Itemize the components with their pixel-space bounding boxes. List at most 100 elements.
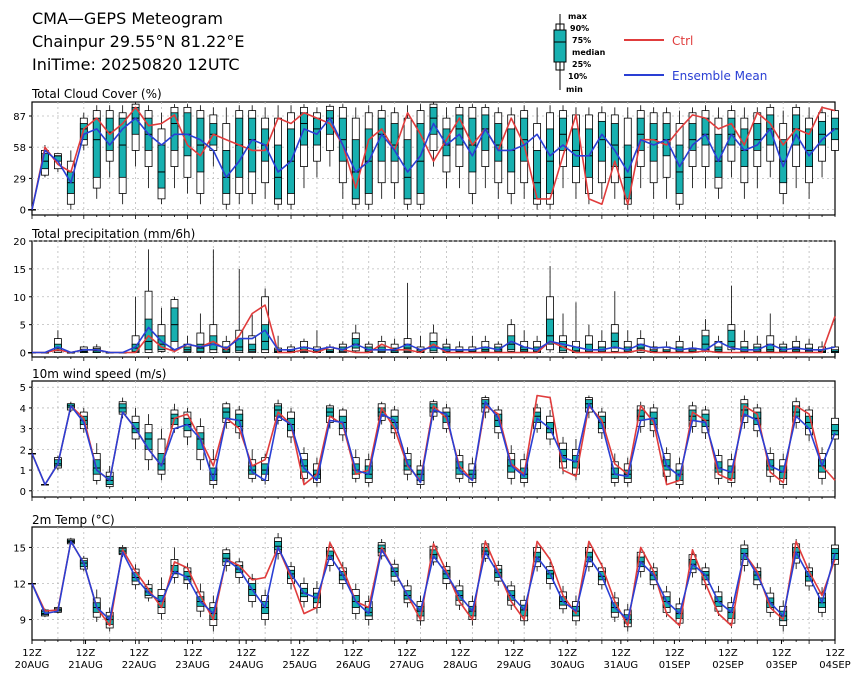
- legend-box-upper: [553, 29, 567, 43]
- box-p25-p75: [714, 346, 723, 352]
- init-time-label: IniTime: 20250820 12UTC: [32, 55, 240, 74]
- ensemble-box: [727, 105, 736, 178]
- box-p25-p75: [455, 114, 464, 146]
- ensemble-box: [714, 335, 723, 353]
- y-tick-label: 2: [20, 445, 26, 456]
- ensemble-box: [701, 319, 710, 353]
- ensemble-box: [831, 412, 839, 446]
- ensemble-box: [325, 104, 334, 167]
- box-p25-p75: [92, 117, 101, 178]
- x-tick-date: 24AUG: [229, 660, 264, 671]
- ensemble-box: [481, 335, 490, 353]
- ensemble-box: [597, 106, 606, 199]
- x-tick-date: 02SEP: [712, 660, 743, 671]
- location-label: Chainpur 29.55°N 81.22°E: [32, 32, 244, 51]
- box-p25-p75: [118, 117, 127, 178]
- x-tick-hour: 12Z: [611, 648, 631, 659]
- box-p25-p75: [183, 346, 192, 352]
- panel-title: Total precipitation (mm/6h): [31, 227, 195, 241]
- y-tick-label: 5: [20, 383, 26, 394]
- box-p25-p75: [688, 123, 697, 151]
- x-tick-date: 22AUG: [122, 660, 157, 671]
- panel-1: Total precipitation (mm/6h) 0 5 10 15 20: [13, 227, 839, 360]
- box-p25-p75: [222, 407, 231, 419]
- ensemble-box: [170, 296, 179, 353]
- ensemble-box: [429, 324, 438, 353]
- x-tick-hour: 12Z: [665, 648, 685, 659]
- x-tick-date: 29AUG: [496, 660, 531, 671]
- ensemble-box: [351, 324, 360, 353]
- ensemble-box: [572, 302, 580, 353]
- box-p25-p75: [585, 343, 593, 352]
- y-tick-label: 12: [13, 580, 26, 591]
- x-tick-date: 27AUG: [389, 660, 424, 671]
- ensemble-box: [572, 107, 580, 199]
- x-tick-hour: 12Z: [825, 648, 845, 659]
- x-tick-hour: 12Z: [718, 648, 738, 659]
- y-tick-label: 58: [13, 143, 26, 154]
- y-tick-label: 0: [20, 349, 26, 360]
- x-tick-hour: 12Z: [343, 648, 363, 659]
- box-p25-p75: [675, 144, 684, 194]
- y-tick-label: 15: [13, 265, 26, 276]
- y-tick-label: 20: [13, 237, 26, 248]
- y-tick-label: 0: [20, 487, 26, 498]
- ensemble-box: [792, 397, 801, 429]
- y-tick-label: 1: [20, 466, 26, 477]
- y-tick-label: 10: [13, 293, 26, 304]
- x-tick-hour: 12Z: [558, 648, 578, 659]
- ensemble-box: [131, 102, 140, 167]
- chart-title: CMA—GEPS Meteogram: [32, 9, 223, 28]
- box-p25-p75: [727, 329, 736, 348]
- y-tick-label: 5: [20, 321, 26, 332]
- box-p25-p75: [805, 128, 813, 167]
- ctrl-line: [32, 304, 836, 354]
- ensemble-box: [144, 414, 153, 471]
- box-p25-p75: [416, 123, 425, 194]
- x-tick-date: 31AUG: [604, 660, 639, 671]
- ensemble-box: [740, 107, 749, 199]
- panel-2: 10m wind speed (m/s) 0 1 2 3 4 5: [20, 367, 839, 498]
- ensemble-box: [248, 313, 257, 353]
- line-legend: Ctrl Ensemble Mean: [624, 34, 767, 83]
- ensemble-box: [300, 104, 308, 189]
- x-tick-hour: 12Z: [772, 648, 792, 659]
- ensemble-box: [403, 282, 412, 353]
- legend-p25: 25%: [572, 60, 591, 69]
- ensemble-box: [610, 291, 619, 353]
- box-p25-p75: [261, 324, 270, 351]
- legend-p10: 10%: [568, 72, 587, 81]
- box-p10-p90: [196, 332, 205, 353]
- ensemble-mean-line: [31, 117, 836, 210]
- ensemble-box: [92, 344, 101, 353]
- ensemble-box: [209, 249, 218, 353]
- y-tick-label: 4: [20, 404, 26, 415]
- ensemble-box: [429, 102, 438, 167]
- ensemble-mean-line: [31, 400, 836, 486]
- ensemble-box: [636, 105, 645, 189]
- box-legend: max 90% 75% median 25% 10% min: [553, 12, 606, 94]
- panel-title: 2m Temp (°C): [32, 513, 115, 527]
- ensemble-box: [662, 107, 671, 199]
- y-tick-label: 3: [20, 425, 26, 436]
- ensemble-mean-line: [31, 540, 836, 621]
- x-tick-date: 04SEP: [819, 660, 850, 671]
- box-p25-p75: [727, 117, 736, 146]
- ensemble-box: [468, 457, 477, 487]
- ensemble-box: [222, 107, 231, 210]
- ensemble-box: [520, 330, 529, 353]
- panel-title: 10m wind speed (m/s): [32, 367, 166, 381]
- legend-median: median: [572, 48, 606, 57]
- ensemble-box: [831, 104, 839, 167]
- y-tick-label: 9: [20, 616, 26, 627]
- x-tick-date: 30AUG: [550, 660, 585, 671]
- box-p25-p75: [818, 120, 826, 146]
- x-tick-date: 28AUG: [443, 660, 478, 671]
- ensemble-box: [727, 285, 736, 353]
- ensemble-box: [546, 266, 554, 353]
- x-tick-date: 26AUG: [336, 660, 371, 671]
- ensemble-box: [442, 107, 451, 189]
- x-tick-hour: 12Z: [450, 648, 470, 659]
- ensemble-box: [585, 324, 593, 353]
